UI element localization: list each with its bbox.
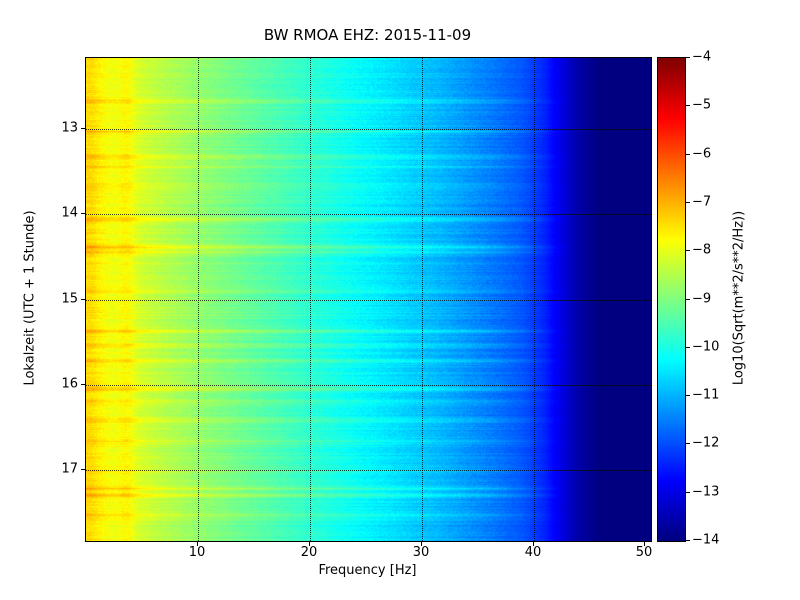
y-gridline — [86, 129, 651, 130]
x-gridline — [198, 58, 199, 541]
x-tick-mark — [644, 542, 645, 546]
x-tick-mark — [533, 542, 534, 546]
colorbar-tick-label: −14 — [692, 532, 720, 548]
colorbar-tick-mark — [686, 154, 690, 155]
colorbar-tick-label: −4 — [692, 49, 712, 65]
colorbar-tick-label: −13 — [692, 484, 720, 500]
colorbar-tick-mark — [686, 443, 690, 444]
spectrogram-plot-area — [85, 57, 652, 542]
x-tick-mark — [197, 542, 198, 546]
y-tick-mark — [81, 299, 85, 300]
x-tick-mark — [309, 542, 310, 546]
y-gridline — [86, 214, 651, 215]
y-tick-label: 15 — [61, 291, 78, 307]
y-tick-label: 16 — [61, 376, 78, 392]
colorbar-tick-mark — [686, 347, 690, 348]
y-tick-label: 17 — [61, 461, 78, 477]
colorbar-tick-label: −6 — [692, 146, 712, 162]
colorbar — [657, 57, 686, 542]
x-gridline — [645, 58, 646, 541]
plot-title: BW RMOA EHZ: 2015-11-09 — [263, 26, 472, 44]
y-gridline — [86, 300, 651, 301]
colorbar-tick-label: −7 — [692, 194, 712, 210]
colorbar-tick-mark — [686, 395, 690, 396]
colorbar-label: Log10(Sqrt(m**2/s**2/Hz)) — [731, 210, 747, 386]
colorbar-tick-label: −12 — [692, 435, 720, 451]
colorbar-tick-label: −9 — [692, 291, 712, 307]
spectrogram-heatmap-canvas — [86, 58, 651, 541]
x-axis-label: Frequency [Hz] — [318, 563, 417, 578]
y-gridline — [86, 385, 651, 386]
x-tick-label: 30 — [412, 545, 430, 560]
x-gridline — [422, 58, 423, 541]
colorbar-tick-label: −11 — [692, 387, 720, 403]
y-tick-mark — [81, 128, 85, 129]
y-tick-mark — [81, 213, 85, 214]
y-tick-mark — [81, 469, 85, 470]
colorbar-tick-label: −10 — [692, 339, 720, 355]
colorbar-tick-label: −5 — [692, 97, 712, 113]
colorbar-tick-mark — [686, 492, 690, 493]
colorbar-tick-label: −8 — [692, 242, 712, 258]
colorbar-tick-mark — [686, 57, 690, 58]
colorbar-tick-mark — [686, 540, 690, 541]
x-gridline — [534, 58, 535, 541]
x-gridline — [310, 58, 311, 541]
y-tick-label: 14 — [61, 205, 78, 221]
x-tick-label: 50 — [635, 545, 653, 560]
colorbar-tick-mark — [686, 250, 690, 251]
y-tick-mark — [81, 384, 85, 385]
y-gridline — [86, 470, 651, 471]
x-tick-label: 10 — [188, 545, 206, 560]
x-tick-label: 40 — [524, 545, 542, 560]
colorbar-tick-mark — [686, 105, 690, 106]
y-tick-label: 13 — [61, 120, 78, 136]
colorbar-canvas — [658, 58, 685, 541]
colorbar-tick-mark — [686, 202, 690, 203]
x-tick-label: 20 — [300, 545, 318, 560]
colorbar-tick-mark — [686, 299, 690, 300]
x-tick-mark — [421, 542, 422, 546]
y-axis-label: Lokalzeit (UTC + 1 Stunde) — [22, 210, 38, 386]
